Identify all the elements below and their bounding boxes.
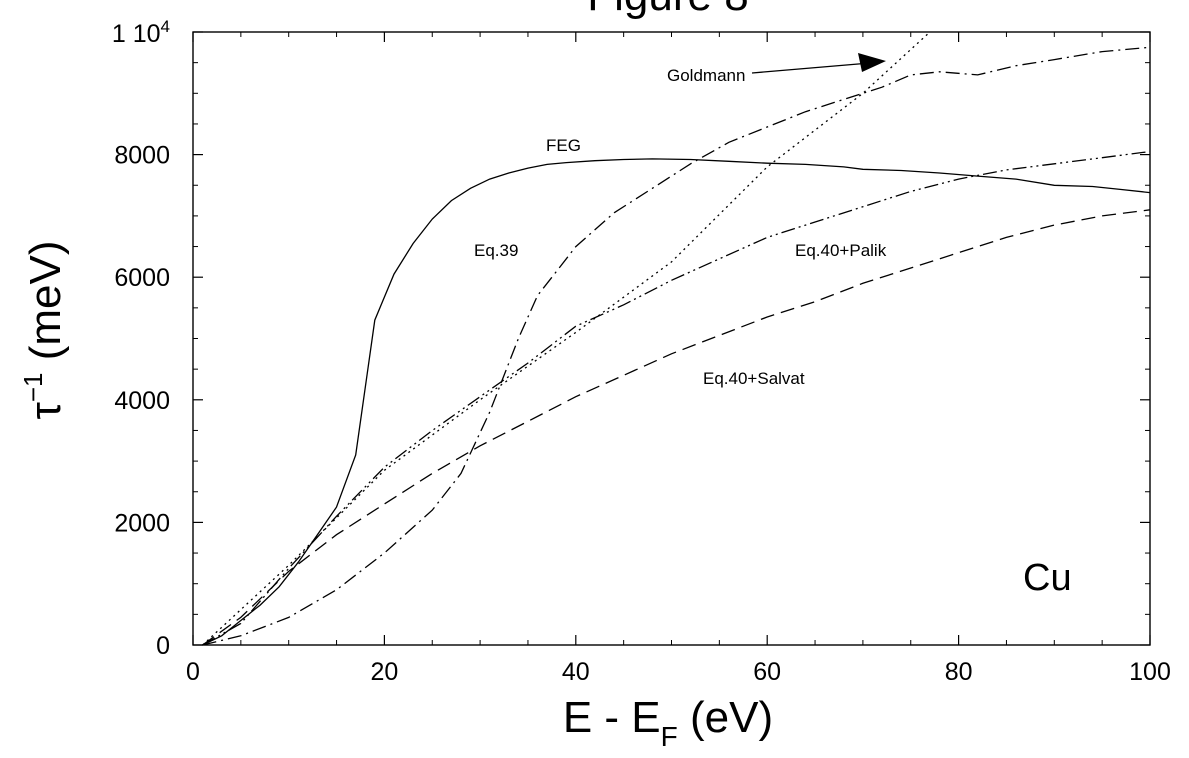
annotation-feg: FEG bbox=[546, 136, 581, 155]
annotation-eq40-salvat: Eq.40+Salvat bbox=[703, 369, 805, 388]
annotation-material: Cu bbox=[1023, 557, 1072, 599]
y-top-exponent: 4 bbox=[161, 17, 170, 36]
curve-eq39 bbox=[203, 47, 1150, 645]
y-tick-label: 6000 bbox=[114, 264, 170, 292]
x-tick-label: 80 bbox=[945, 658, 973, 686]
annotation-eq40-palik: Eq.40+Palik bbox=[795, 241, 887, 260]
y-tick-labels: 0 2000 4000 6000 8000 bbox=[114, 142, 170, 660]
y-axis-title-main: τ bbox=[21, 402, 70, 420]
y-tick-label: 0 bbox=[156, 632, 170, 660]
chart-title: Figure 8 bbox=[587, 0, 748, 20]
curve-eq40_salvat bbox=[203, 210, 1150, 645]
x-axis-title-main: E - E bbox=[563, 693, 661, 742]
y-axis-title-sup: −1 bbox=[18, 372, 48, 402]
curve-eq40_palik bbox=[203, 152, 1150, 646]
x-tick-label: 100 bbox=[1129, 658, 1171, 686]
annotation-goldmann: Goldmann bbox=[667, 66, 745, 85]
x-tick-label: 0 bbox=[186, 658, 200, 686]
curve-goldmann bbox=[203, 32, 930, 645]
x-tick-label: 20 bbox=[370, 658, 398, 686]
y-tick-label: 8000 bbox=[114, 142, 170, 170]
x-axis-title-unit: (eV) bbox=[678, 693, 773, 742]
data-curves bbox=[203, 32, 1150, 645]
curve-feg bbox=[203, 159, 1150, 645]
tick-marks bbox=[193, 32, 1150, 645]
x-axis-title-sub: F bbox=[661, 721, 678, 752]
x-tick-labels: 0 20 40 60 80 100 bbox=[186, 658, 1171, 686]
y-top-mantissa: 1 10 bbox=[112, 20, 161, 48]
goldmann-arrow bbox=[752, 53, 886, 73]
arrow-head-icon bbox=[858, 53, 886, 72]
plot-frame bbox=[193, 32, 1150, 645]
y-axis-title: τ−1 (meV) bbox=[18, 240, 70, 419]
x-tick-label: 60 bbox=[753, 658, 781, 686]
annotation-eq39: Eq.39 bbox=[474, 241, 518, 260]
y-top-tick-label: 1 104 bbox=[112, 17, 170, 48]
y-tick-label: 4000 bbox=[114, 387, 170, 415]
x-tick-label: 40 bbox=[562, 658, 590, 686]
y-axis-title-unit: (meV) bbox=[21, 240, 70, 372]
x-axis-title: E - EF (eV) bbox=[563, 693, 773, 752]
y-tick-label: 2000 bbox=[114, 509, 170, 537]
